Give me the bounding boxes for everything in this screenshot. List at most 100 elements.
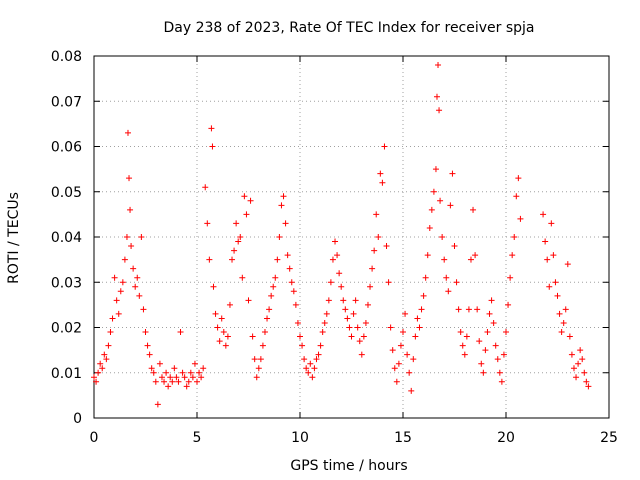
data-point <box>235 238 242 245</box>
data-point <box>360 333 367 340</box>
data-point <box>354 324 361 331</box>
data-point <box>95 369 102 376</box>
data-point <box>317 342 324 349</box>
data-point <box>540 211 547 218</box>
data-point <box>255 365 262 372</box>
data-point <box>356 338 363 345</box>
data-point <box>200 365 207 372</box>
data-point <box>239 274 246 281</box>
data-point <box>346 324 353 331</box>
data-point <box>259 342 266 349</box>
data-point <box>284 252 291 259</box>
data-point <box>117 288 124 295</box>
data-point <box>486 310 493 317</box>
data-point <box>478 360 485 367</box>
data-point <box>303 365 310 372</box>
data-points <box>91 62 592 408</box>
data-point <box>292 301 299 308</box>
data-point <box>313 356 320 363</box>
data-point <box>150 369 157 376</box>
data-point <box>400 329 406 336</box>
data-point <box>249 333 256 340</box>
data-point <box>371 247 378 254</box>
data-point <box>109 315 116 322</box>
data-point <box>282 220 289 227</box>
chart-title: Day 238 of 2023, Rate Of TEC Index for r… <box>163 20 534 36</box>
data-point <box>119 279 126 286</box>
y-tick-label: 0.05 <box>51 185 82 201</box>
data-point <box>165 383 172 390</box>
data-point <box>344 315 351 322</box>
data-point <box>542 238 549 245</box>
data-point <box>189 374 196 381</box>
data-point <box>369 265 376 272</box>
data-point <box>472 252 479 259</box>
data-point <box>288 279 295 286</box>
data-point <box>577 347 584 354</box>
data-point <box>583 378 590 385</box>
data-point <box>564 261 571 268</box>
data-point <box>385 279 392 286</box>
data-point <box>105 342 112 349</box>
data-point <box>362 319 369 326</box>
data-point <box>379 179 386 186</box>
data-point <box>496 369 503 376</box>
data-point <box>503 329 509 336</box>
data-point <box>348 333 355 340</box>
data-point <box>418 306 425 313</box>
x-tick-label: 10 <box>291 430 309 446</box>
data-point <box>126 175 133 182</box>
data-point <box>233 220 240 227</box>
data-point <box>455 306 462 313</box>
data-point <box>276 234 283 240</box>
data-point <box>270 283 277 290</box>
data-point <box>552 279 559 286</box>
data-point <box>410 356 417 363</box>
data-point <box>167 374 174 381</box>
data-point <box>476 338 483 345</box>
data-point <box>412 333 419 340</box>
data-point <box>556 310 563 317</box>
data-point <box>224 333 231 340</box>
data-point <box>286 265 293 272</box>
data-point <box>408 387 415 394</box>
data-point <box>128 243 135 250</box>
data-point <box>290 288 297 295</box>
x-tick-label: 25 <box>600 430 618 446</box>
data-point <box>198 374 205 381</box>
data-point <box>494 356 501 363</box>
data-point <box>231 247 238 254</box>
data-point <box>191 360 198 367</box>
data-point <box>484 329 491 336</box>
data-point <box>364 301 371 308</box>
data-point <box>268 292 275 299</box>
y-tick-label: 0.08 <box>51 49 82 65</box>
data-point <box>515 175 522 182</box>
data-point <box>212 310 219 317</box>
data-point <box>459 342 466 349</box>
data-point <box>435 62 442 69</box>
data-point <box>323 310 330 317</box>
data-point <box>414 315 421 322</box>
data-point <box>169 378 176 385</box>
data-point <box>470 206 477 213</box>
data-point <box>299 342 306 349</box>
plot-frame <box>93 55 610 419</box>
data-point <box>210 283 217 290</box>
data-point <box>148 365 155 372</box>
data-point <box>336 270 343 277</box>
data-point <box>208 125 215 132</box>
data-point <box>513 193 520 200</box>
data-point <box>393 378 400 385</box>
data-point <box>138 234 145 240</box>
data-point <box>467 256 474 263</box>
data-point <box>251 356 258 363</box>
data-point <box>185 378 192 385</box>
data-point <box>130 265 137 272</box>
data-point <box>509 252 516 259</box>
data-point <box>113 297 120 304</box>
data-point <box>474 306 481 313</box>
data-point <box>127 206 134 213</box>
data-point <box>93 378 100 385</box>
data-point <box>237 234 244 240</box>
